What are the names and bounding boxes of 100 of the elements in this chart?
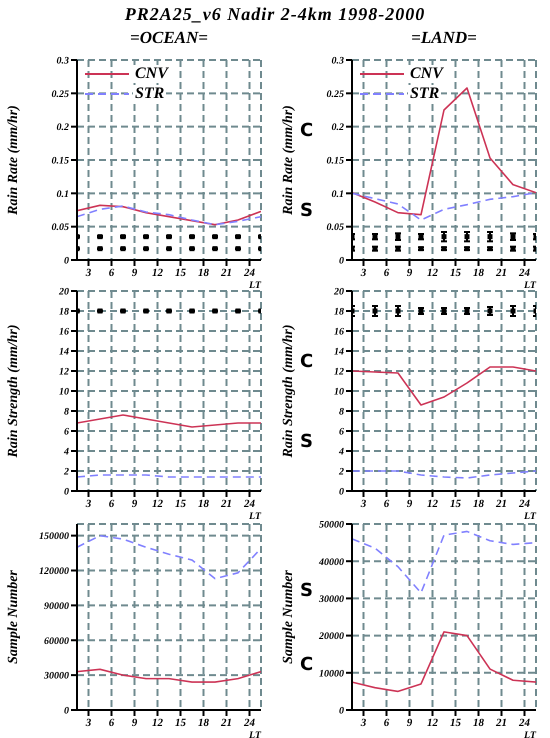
y-tick-label: 14 <box>59 346 69 358</box>
x-tick-label: 21 <box>495 266 507 279</box>
x-axis-title: LT <box>248 280 262 291</box>
x-tick-label: 24 <box>243 266 256 279</box>
x-tick-label: 24 <box>243 716 256 729</box>
y-tick-label: 60000 <box>44 636 69 647</box>
text: S <box>300 431 313 452</box>
x-tick-label: 18 <box>473 498 484 510</box>
y-tick-label: 18 <box>59 306 69 318</box>
y-tick-label: 0 <box>64 256 69 267</box>
x-tick-label: 18 <box>473 716 484 729</box>
x-axis-title: LT <box>522 730 537 738</box>
y-axis-title: Rain Strength (mm/hr) <box>6 324 21 459</box>
x-tick-label: 6 <box>108 266 115 279</box>
legend-label: STR <box>133 85 166 103</box>
x-tick-label: 6 <box>384 266 390 279</box>
x-tick-label: 9 <box>406 498 413 510</box>
x-tick-label: 12 <box>152 498 164 510</box>
y-tick-label: 0 <box>339 706 344 717</box>
y-axis-title: Rain Strength (mm/hr) <box>280 324 296 459</box>
x-tick-label: 21 <box>220 716 232 729</box>
y-tick-label: 6 <box>339 426 344 438</box>
text: C <box>300 654 314 676</box>
legend-label: STR <box>408 85 442 103</box>
y-tick-label: 0.25 <box>52 88 69 100</box>
x-tick-label: 15 <box>175 716 186 729</box>
y-tick-label: 0.2 <box>332 122 344 134</box>
chart-subtitle: =OCEAN= <box>129 28 209 48</box>
y-tick-label: 30000 <box>43 670 69 682</box>
text: C <box>300 120 314 141</box>
y-tick-label: 90000 <box>44 600 69 612</box>
x-axis-title: LT <box>522 280 537 291</box>
y-tick-label: 0 <box>339 486 344 498</box>
text: S <box>300 200 313 221</box>
y-tick-label: 20 <box>333 286 344 298</box>
x-tick-label: 15 <box>175 498 186 510</box>
x-tick-label: 21 <box>495 498 507 510</box>
y-tick-label: 0.1 <box>56 188 69 200</box>
y-tick-label: 6 <box>64 426 69 438</box>
y-tick-label: 0.15 <box>52 156 69 167</box>
y-tick-label: 150000 <box>39 531 69 542</box>
x-tick-label: 3 <box>360 498 367 510</box>
y-tick-label: 18 <box>334 306 344 318</box>
text: C <box>300 351 314 372</box>
x-tick-label: 15 <box>450 498 462 510</box>
y-tick-label: 4 <box>338 446 344 458</box>
y-tick-label: 30000 <box>318 594 344 605</box>
x-tick-label: 6 <box>384 716 390 729</box>
x-tick-label: 18 <box>198 498 210 510</box>
y-tick-label: 50000 <box>319 520 344 531</box>
x-tick-label: 24 <box>518 266 530 279</box>
x-tick-label: 3 <box>84 498 92 510</box>
x-tick-label: 12 <box>427 498 438 510</box>
x-tick-label: 12 <box>152 716 164 729</box>
chart-title: PR2A25_v6 Nadir 2-4km 1998-2000 <box>124 4 426 25</box>
y-axis-title: Sample Number <box>6 570 21 664</box>
x-tick-label: 15 <box>450 266 462 279</box>
y-tick-label: 40000 <box>318 556 344 568</box>
x-tick-label: 9 <box>132 716 138 729</box>
y-tick-label: 0.05 <box>326 222 344 234</box>
y-axis-title: Rain Rate (mm/hr) <box>280 105 296 216</box>
x-tick-label: 9 <box>406 266 413 279</box>
y-tick-label: 20000 <box>318 631 344 642</box>
y-tick-label: 14 <box>334 346 344 358</box>
x-tick-label: 21 <box>495 716 507 729</box>
y-tick-label: 8 <box>64 406 69 418</box>
y-tick-label: 0.3 <box>56 56 69 67</box>
x-tick-label: 24 <box>518 716 530 729</box>
x-tick-label: 15 <box>450 716 462 729</box>
y-tick-label: 2 <box>63 466 69 478</box>
y-tick-label: 0.1 <box>332 188 344 200</box>
x-tick-label: 18 <box>198 716 210 729</box>
x-tick-label: 21 <box>220 498 232 510</box>
x-axis-title: LT <box>522 511 537 522</box>
y-tick-label: 0 <box>64 486 69 498</box>
y-tick-label: 12 <box>334 366 344 378</box>
y-tick-label: 10000 <box>319 668 344 680</box>
y-tick-label: 0.15 <box>326 156 344 167</box>
x-tick-label: 3 <box>84 266 92 279</box>
y-axis-title: Sample Number <box>280 570 296 664</box>
y-tick-label: 10 <box>59 386 69 398</box>
x-tick-label: 3 <box>84 716 92 729</box>
x-tick-label: 15 <box>175 266 186 279</box>
x-tick-label: 6 <box>384 498 390 510</box>
text: S <box>300 580 313 601</box>
y-tick-label: 0 <box>64 706 69 717</box>
y-tick-label: 16 <box>334 326 344 338</box>
y-tick-label: 0.05 <box>52 222 69 234</box>
y-tick-label: 16 <box>59 326 69 338</box>
y-tick-label: 0.3 <box>332 56 344 67</box>
y-tick-label: 4 <box>63 446 69 458</box>
x-tick-label: 12 <box>427 716 438 729</box>
x-tick-label: 6 <box>108 498 115 510</box>
x-tick-label: 12 <box>152 266 164 279</box>
legend-label: CNV <box>408 65 445 83</box>
x-tick-label: 9 <box>406 716 413 729</box>
x-tick-label: 24 <box>518 498 530 510</box>
y-tick-label: 20 <box>58 286 69 298</box>
y-tick-label: 2 <box>338 466 344 478</box>
x-tick-label: 9 <box>132 498 138 510</box>
